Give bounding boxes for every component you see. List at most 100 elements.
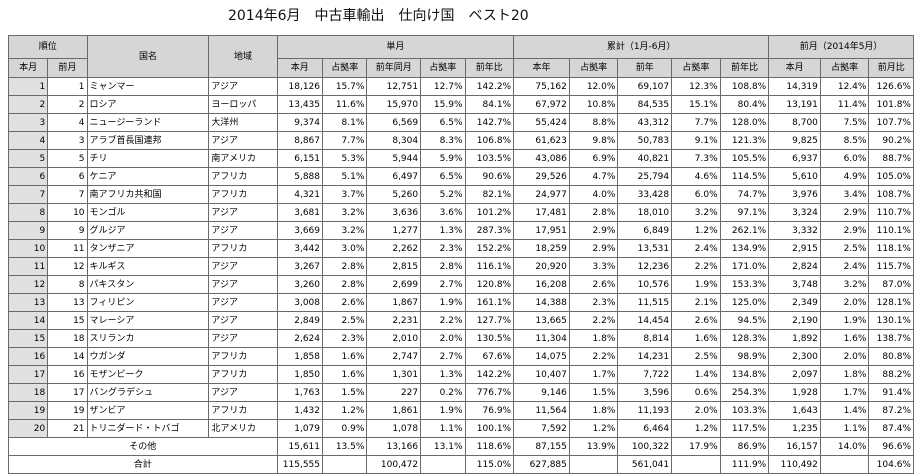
region-cell: 北アメリカ: [208, 419, 278, 438]
col-header: 占拠率: [568, 58, 619, 78]
value-cell: 12.4%: [819, 77, 870, 96]
value-cell: 43,312: [617, 113, 673, 132]
country-cell: アラブ首長国連邦: [86, 131, 210, 150]
value-cell: 6.9%: [568, 149, 619, 168]
value-cell: 6.5%: [420, 113, 466, 132]
value-cell: 118.1%: [868, 239, 914, 258]
value-cell: 103.5%: [464, 149, 515, 168]
value-cell: 2.5%: [671, 347, 721, 366]
page-title: 2014年6月 中古車輸出 仕向け国 ベスト20: [228, 8, 529, 24]
value-cell: 6.5%: [420, 167, 466, 186]
value-cell: 3.4%: [819, 185, 870, 204]
prev-rank-cell: 13: [47, 293, 88, 312]
value-cell: 10,407: [513, 365, 570, 384]
value-cell: 4.6%: [671, 167, 721, 186]
value-cell: 9,374: [276, 113, 324, 132]
value-cell: 4.7%: [568, 167, 619, 186]
value-cell: 1.8%: [568, 401, 619, 420]
value-cell: 87.2%: [868, 401, 914, 420]
rank-cell: 1: [7, 77, 49, 96]
value-cell: 24,977: [513, 185, 570, 204]
prev-month-header: 前月（2014年5月）: [768, 35, 914, 59]
value-cell: 3,267: [276, 257, 324, 276]
prev-rank-cell: 6: [47, 167, 88, 186]
value-cell: 75,162: [513, 77, 570, 96]
value-cell: 3,596: [617, 383, 673, 402]
value-cell: 87.4%: [868, 419, 914, 438]
value-cell: 1.2%: [321, 401, 368, 420]
value-cell: 2,190: [768, 311, 821, 330]
value-cell: 134.9%: [719, 239, 770, 258]
value-cell: 1.2%: [568, 419, 619, 438]
value-cell: 100.1%: [464, 419, 515, 438]
value-cell: 134.8%: [719, 365, 770, 384]
prev-rank-cell: 1: [47, 77, 88, 96]
region-cell: アジア: [208, 275, 278, 294]
value-cell: 4.0%: [568, 185, 619, 204]
value-cell: 1,432: [276, 401, 324, 420]
value-cell: 171.0%: [719, 257, 770, 276]
empty-cell: [671, 455, 721, 474]
region-cell: アジア: [208, 221, 278, 240]
value-cell: 1,861: [366, 401, 422, 420]
value-cell: 1.9%: [420, 401, 466, 420]
region-cell: アジア: [208, 131, 278, 150]
value-cell: 2.5%: [819, 239, 870, 258]
value-cell: 1.6%: [671, 329, 721, 348]
value-cell: 1.9%: [671, 275, 721, 294]
value-cell: 98.9%: [719, 347, 770, 366]
value-cell: 1.1%: [420, 419, 466, 438]
value-cell: 2.5%: [321, 311, 368, 330]
value-cell: 1.3%: [420, 365, 466, 384]
value-cell: 5.9%: [420, 149, 466, 168]
value-cell: 561,041: [617, 455, 673, 474]
value-cell: 116.1%: [464, 257, 515, 276]
value-cell: 2.7%: [420, 275, 466, 294]
value-cell: 43,086: [513, 149, 570, 168]
table-row: 5 5 チリ 南アメリカ 6,151 5.3% 5,944 5.9% 103.5% 43,086 6…: [7, 149, 914, 168]
prev-month-rank-header: 前月: [47, 58, 88, 78]
value-cell: 1.4%: [819, 401, 870, 420]
value-cell: 6,849: [617, 221, 673, 240]
value-cell: 2.8%: [420, 257, 466, 276]
value-cell: 91.4%: [868, 383, 914, 402]
value-cell: 15.9%: [420, 95, 466, 114]
value-cell: 2.2%: [568, 347, 619, 366]
value-cell: 11,304: [513, 329, 570, 348]
value-cell: 18,259: [513, 239, 570, 258]
value-cell: 130.1%: [868, 311, 914, 330]
value-cell: 287.3%: [464, 221, 515, 240]
value-cell: 2,624: [276, 329, 324, 348]
value-cell: 88.2%: [868, 365, 914, 384]
value-cell: 108.8%: [719, 77, 770, 96]
value-cell: 9,825: [768, 131, 821, 150]
value-cell: 7.7%: [321, 131, 368, 150]
value-cell: 1.5%: [568, 383, 619, 402]
region-cell: アジア: [208, 311, 278, 330]
country-cell: ロシア: [86, 95, 210, 114]
value-cell: 1.6%: [321, 365, 368, 384]
value-cell: 0.2%: [420, 383, 466, 402]
value-cell: 2.3%: [321, 329, 368, 348]
value-cell: 776.7%: [464, 383, 515, 402]
country-cell: モザンビーク: [86, 365, 210, 384]
rank-cell: 7: [7, 185, 49, 204]
value-cell: 161.1%: [464, 293, 515, 312]
value-cell: 67,972: [513, 95, 570, 114]
value-cell: 2.0%: [420, 329, 466, 348]
value-cell: 15.1%: [671, 95, 721, 114]
value-cell: 1.6%: [321, 347, 368, 366]
country-cell: チリ: [86, 149, 210, 168]
total-label: 合計: [8, 455, 278, 474]
table-row: 20 21 トリニダード・トバゴ 北アメリカ 1,079 0.9% 1,078 1.1% 100…: [7, 419, 914, 438]
country-cell: フィリピン: [86, 293, 210, 312]
value-cell: 90.2%: [868, 131, 914, 150]
value-cell: 2,097: [768, 365, 821, 384]
value-cell: 14,231: [617, 347, 673, 366]
value-cell: 2,747: [366, 347, 422, 366]
value-cell: 4.9%: [819, 167, 870, 186]
region-cell: 大洋州: [208, 113, 278, 132]
country-cell: バングラデシュ: [86, 383, 210, 402]
value-cell: 3,324: [768, 203, 821, 222]
value-cell: 1.4%: [671, 365, 721, 384]
